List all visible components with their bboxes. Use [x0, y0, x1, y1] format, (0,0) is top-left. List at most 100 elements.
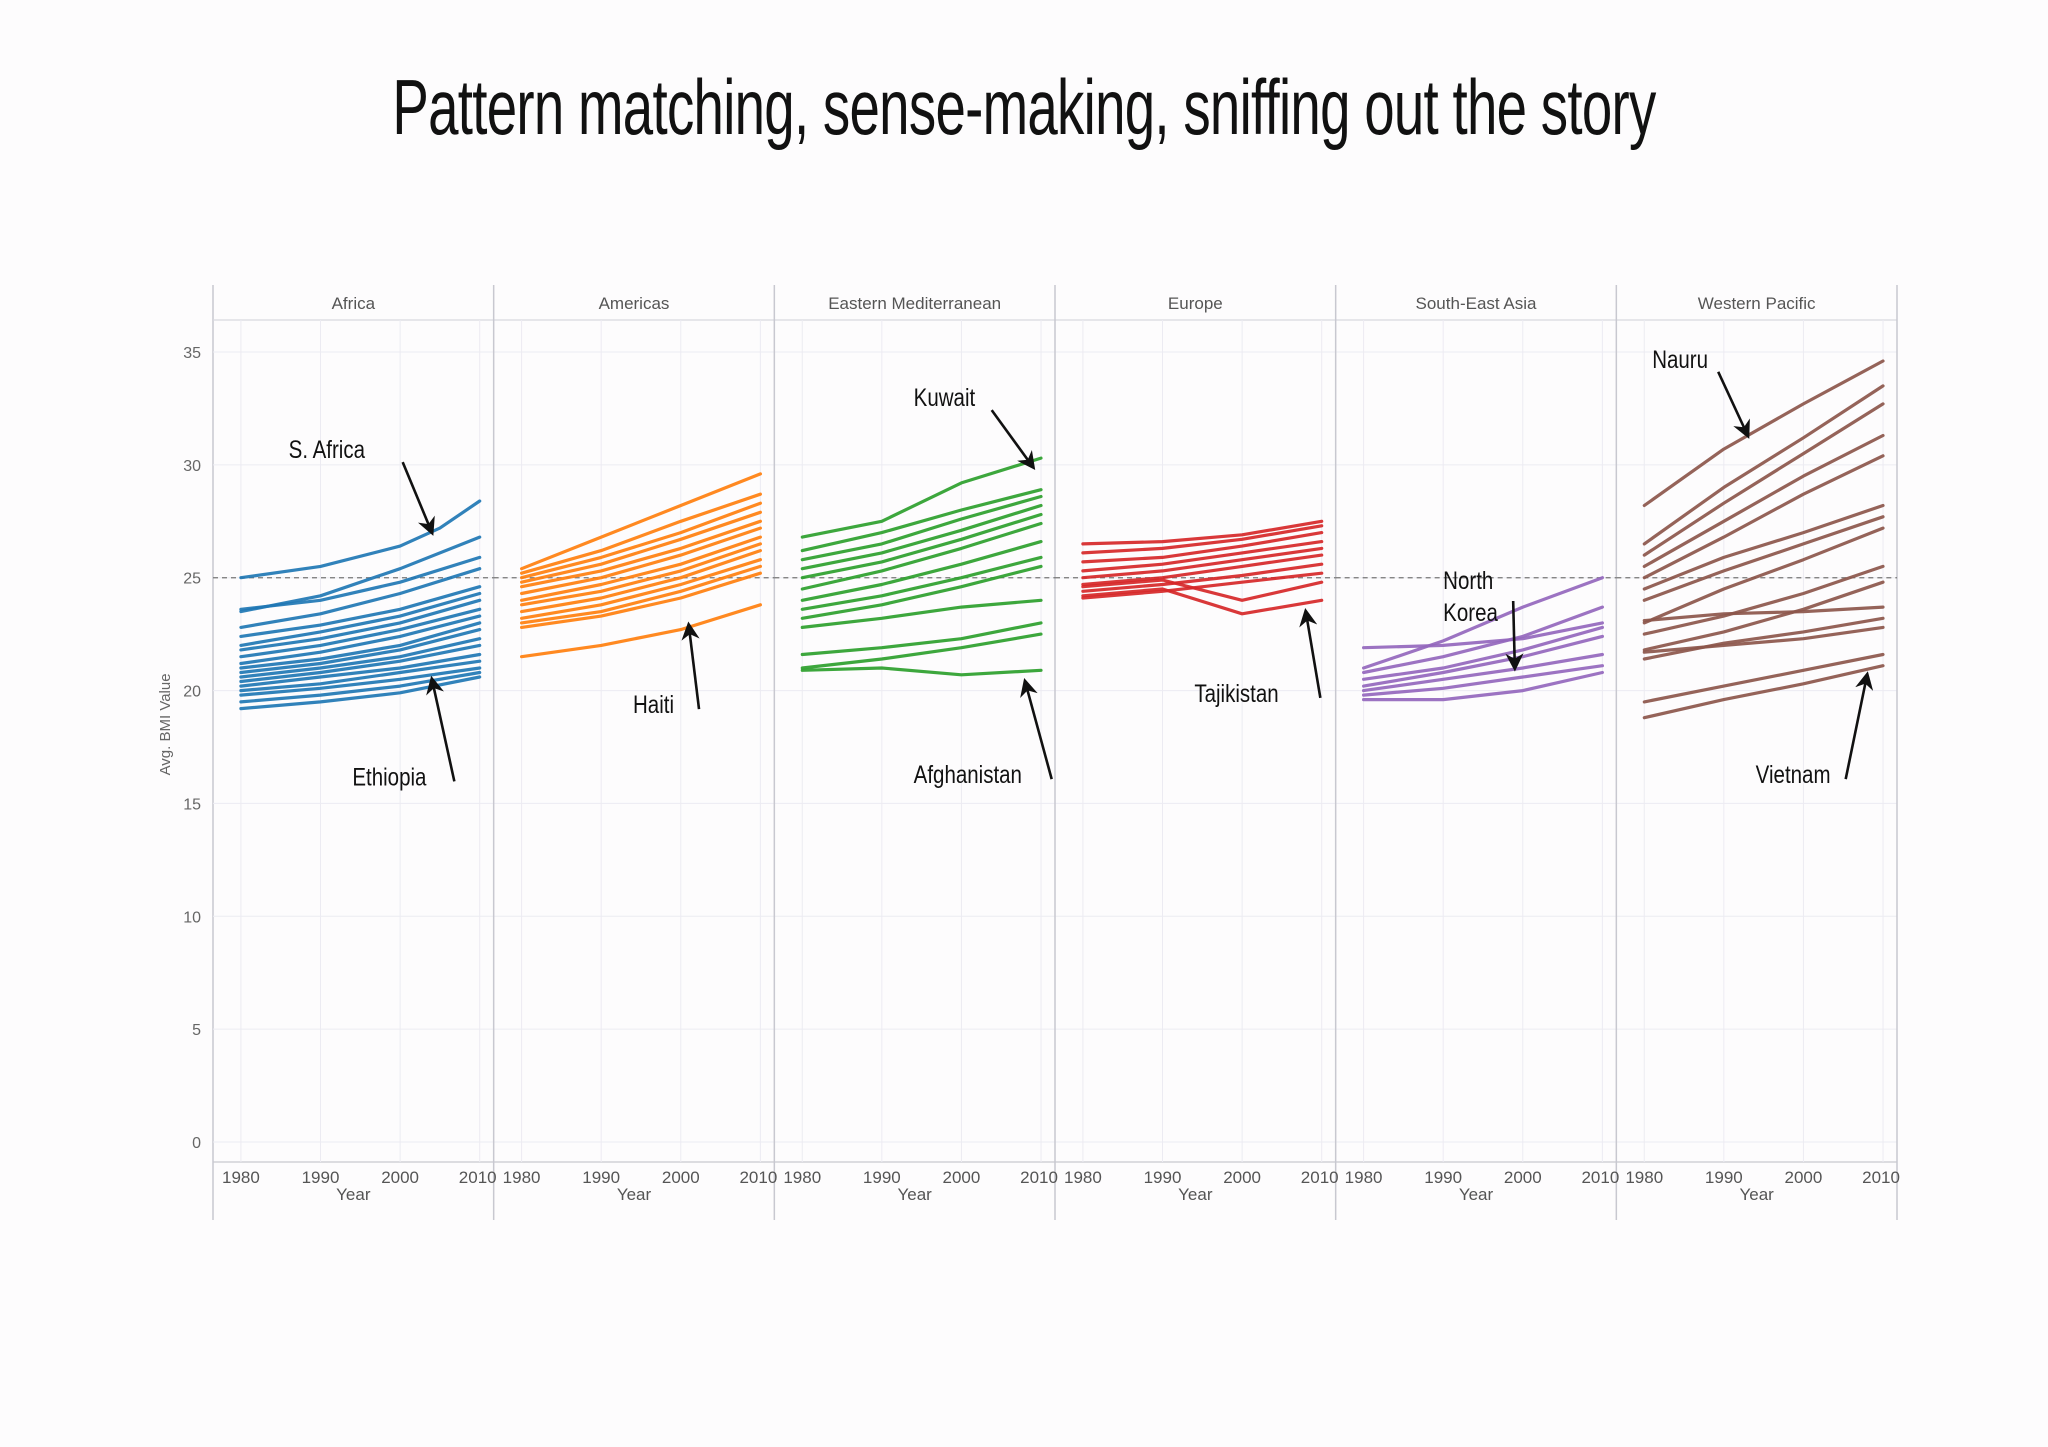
- annotation-label: Tajikistan: [1194, 679, 1278, 707]
- panel-header-1: Americas: [599, 294, 670, 313]
- series-line: [239, 614, 482, 666]
- annotation-arrow: [1020, 678, 1053, 780]
- series-line: [520, 571, 762, 629]
- x-tick-label: 1990: [1424, 1168, 1462, 1187]
- series-line: [520, 558, 762, 620]
- panel-header-4: South-East Asia: [1416, 294, 1538, 313]
- annotation-label: Haiti: [633, 690, 674, 718]
- y-tick-label: 15: [183, 796, 201, 813]
- annotation-label: Ethiopia: [352, 762, 426, 790]
- series-line: [239, 607, 482, 659]
- series-line: [1081, 578, 1324, 602]
- series-line: [239, 585, 482, 638]
- x-tick-label: 2010: [1862, 1168, 1900, 1187]
- x-tick-label: 2000: [1785, 1168, 1823, 1187]
- x-axis-title: Year: [1178, 1185, 1213, 1204]
- x-tick-label: 1980: [783, 1168, 821, 1187]
- series-line: [239, 643, 482, 684]
- series-line: [1362, 664, 1604, 697]
- annotation-arrow: [1844, 671, 1874, 780]
- series-line: [1081, 519, 1324, 546]
- x-tick-label: 2000: [1504, 1168, 1542, 1187]
- series-line: [1642, 384, 1885, 546]
- x-tick-label: 2010: [1301, 1168, 1339, 1187]
- y-tick-label: 30: [183, 458, 201, 475]
- series-line: [239, 598, 482, 652]
- series-line: [520, 603, 762, 659]
- series-line: [239, 666, 482, 697]
- series-line: [1081, 587, 1324, 616]
- series-line: [1642, 564, 1885, 636]
- y-tick-label: 35: [183, 345, 201, 362]
- y-axis-title: Avg. BMI Value: [157, 673, 174, 775]
- series-line: [1642, 526, 1885, 625]
- annotation-arrow: [681, 621, 701, 710]
- series-line: [520, 549, 762, 614]
- x-tick-label: 1990: [1144, 1168, 1182, 1187]
- x-tick-label: 1990: [302, 1168, 340, 1187]
- series-line: [239, 535, 482, 614]
- series-line: [800, 621, 1043, 657]
- annotation-label: Vietnam: [1756, 760, 1831, 788]
- x-tick-label: 1980: [222, 1168, 260, 1187]
- x-tick-label: 1980: [1625, 1168, 1663, 1187]
- x-axis-title: Year: [617, 1185, 652, 1204]
- series-line: [1642, 359, 1885, 508]
- series-line: [1362, 670, 1604, 702]
- annotation-label: Korea: [1443, 598, 1498, 626]
- series-line: [520, 472, 762, 571]
- series-line: [1362, 634, 1604, 688]
- y-tick-label: 0: [192, 1135, 201, 1152]
- series-line: [239, 659, 482, 693]
- series-line: [239, 499, 482, 580]
- annotation-arrow: [401, 461, 435, 536]
- x-tick-label: 2000: [381, 1168, 419, 1187]
- series-line: [239, 555, 482, 611]
- series-line: [239, 621, 482, 670]
- series-line: [1642, 605, 1885, 623]
- series-line: [1081, 546, 1324, 580]
- series-line: [1642, 664, 1885, 720]
- x-tick-label: 1980: [1345, 1168, 1383, 1187]
- series-line: [239, 652, 482, 688]
- series-line: [1081, 540, 1324, 573]
- annotation-arrow: [1299, 607, 1322, 699]
- annotation-label: Afghanistan: [914, 760, 1022, 788]
- annotation-arrow: [1717, 371, 1750, 439]
- series-line: [1362, 652, 1604, 693]
- series-line: [1081, 562, 1324, 593]
- series-line: [1642, 402, 1885, 557]
- series-line: [1642, 625, 1885, 654]
- panel-header-3: Europe: [1168, 294, 1223, 313]
- x-tick-label: 2000: [943, 1168, 981, 1187]
- series-line: [520, 542, 762, 607]
- series-line: [1081, 553, 1324, 587]
- annotation-arrow: [426, 675, 456, 782]
- series-line: [800, 555, 1043, 611]
- annotation-label: Nauru: [1652, 345, 1708, 373]
- series-line: [520, 564, 762, 625]
- series-line: [800, 503, 1043, 571]
- x-tick-label: 1990: [1705, 1168, 1743, 1187]
- x-tick-label: 2010: [459, 1168, 497, 1187]
- series-line: [1642, 433, 1885, 568]
- y-tick-label: 25: [183, 571, 201, 588]
- x-tick-label: 2010: [1581, 1168, 1619, 1187]
- x-tick-label: 2010: [739, 1168, 777, 1187]
- x-axis-title: Year: [1739, 1185, 1774, 1204]
- series-line: [1081, 571, 1324, 600]
- series-line: [1081, 531, 1324, 564]
- series-line: [1362, 576, 1604, 670]
- x-tick-label: 2000: [662, 1168, 700, 1187]
- series-line: [800, 632, 1043, 670]
- x-tick-label: 1990: [863, 1168, 901, 1187]
- slide-title: Pattern matching, sense-making, sniffing…: [392, 63, 1656, 151]
- x-axis-title: Year: [1459, 1185, 1494, 1204]
- panel-header-2: Eastern Mediterranean: [828, 294, 1001, 313]
- series-line: [520, 526, 762, 596]
- x-tick-label: 1990: [582, 1168, 620, 1187]
- series-line: [239, 637, 482, 679]
- series-line: [520, 535, 762, 602]
- series-line: [1642, 652, 1885, 704]
